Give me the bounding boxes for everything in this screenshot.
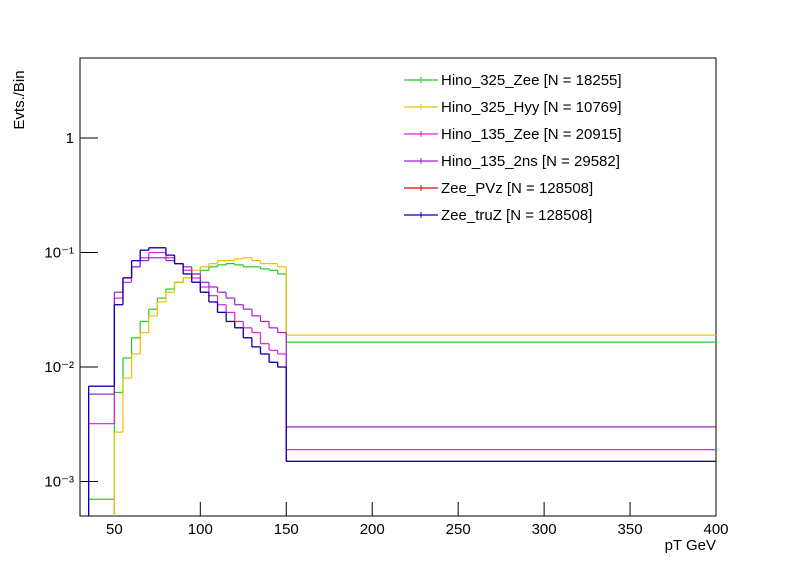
legend-label: Zee_PVz [N = 128508]: [441, 180, 593, 197]
legend-label: Hino_135_2ns [N = 29582]: [441, 153, 620, 170]
x-tick-label: 300: [532, 521, 557, 538]
x-tick-label: 150: [274, 521, 299, 538]
legend-label: Hino_135_Zee [N = 20915]: [441, 126, 622, 143]
y-tick-label: 10⁻²: [44, 359, 74, 376]
y-tick-label: 1: [66, 130, 74, 147]
x-tick-label: 250: [446, 521, 471, 538]
legend-label: Hino_325_Hyy [N = 10769]: [441, 99, 622, 116]
x-tick-label: 350: [618, 521, 643, 538]
x-tick-label: 200: [360, 521, 385, 538]
x-tick-label: 400: [703, 521, 728, 538]
y-axis-label: Evts./Bin: [11, 70, 28, 129]
x-tick-label: 50: [106, 521, 123, 538]
x-tick-label: 100: [188, 521, 213, 538]
x-axis-label: pT GeV: [665, 537, 716, 554]
y-tick-label: 10⁻³: [44, 474, 74, 491]
legend-label: Zee_truZ [N = 128508]: [441, 207, 592, 224]
frame: [79, 57, 717, 517]
y-tick-label: 10⁻¹: [44, 245, 74, 262]
legend-label: Hino_325_Zee [N = 18255]: [441, 72, 622, 89]
